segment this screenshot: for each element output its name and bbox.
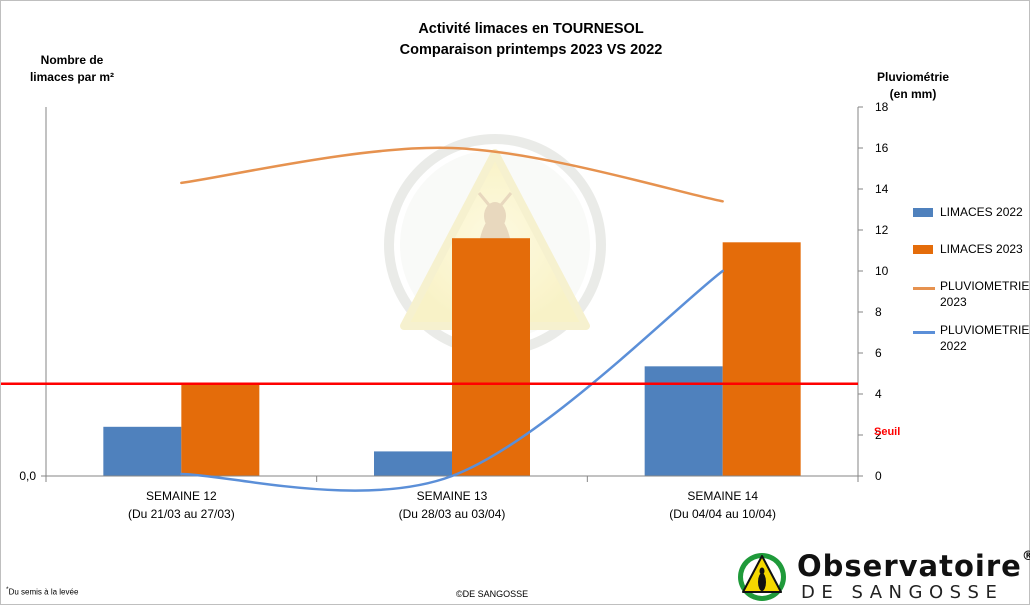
x-tick-label-dates: (Du 21/03 au 27/03) <box>128 507 235 521</box>
legend-swatch-limaces-2023 <box>913 245 933 254</box>
y-axis-right-tick-label: 12 <box>875 223 889 237</box>
chart-title: Activité limaces en TOURNESOL <box>418 21 644 37</box>
y-axis-right-label-line1: Pluviométrie <box>876 70 950 84</box>
legend-item-limaces-2022: LIMACES 2022 <box>913 204 1030 241</box>
logo-registered-mark: ® <box>1021 549 1030 564</box>
y-axis-right-tick-label: 14 <box>875 182 889 196</box>
legend-item-limaces-2023: LIMACES 2023 <box>913 241 1030 278</box>
logo-wordmark-text: Observatoire <box>797 549 1022 583</box>
bar-limaces-2023-2 <box>452 238 530 476</box>
legend-item-pluviometrie-2022: PLUVIOMETRIE 2022 <box>913 322 1030 359</box>
legend-swatch-limaces-2022 <box>913 208 933 217</box>
y-axis-right-tick-label: 0 <box>875 469 882 483</box>
legend-label-limaces-2023: LIMACES 2023 <box>940 242 1023 256</box>
x-tick-label-dates: (Du 04/04 au 10/04) <box>669 507 776 521</box>
bar-limaces-2022-2 <box>374 451 452 476</box>
y-axis-left-label: Nombre de limaces par m² <box>17 52 127 86</box>
footnote-text: Du semis à la levée <box>8 587 79 597</box>
legend-line-pluviometrie-2023 <box>913 287 935 290</box>
x-tick-label-week: SEMAINE 13 <box>417 489 488 503</box>
y-axis-left-label-line2: limaces par m² <box>29 70 115 84</box>
y-axis-right-tick-label: 4 <box>875 387 882 401</box>
logo-company-name: DE SANGOSSE <box>801 582 1004 603</box>
footnote: *Du semis à la levée <box>6 586 78 597</box>
chart-legend: LIMACES 2022 LIMACES 2023 PLUVIOMETRIE 2… <box>913 204 1030 359</box>
x-tick-label-dates: (Du 28/03 au 03/04) <box>399 507 506 521</box>
y-axis-right-tick-label: 8 <box>875 305 882 319</box>
observatoire-logo-icon <box>738 553 786 601</box>
logo-wordmark: Observatoire® <box>797 549 1030 583</box>
chart-title-block: Activité limaces en TOURNESOL Comparaiso… <box>301 19 761 61</box>
legend-label-pluviometrie-2022: PLUVIOMETRIE 2022 <box>940 323 1030 353</box>
legend-label-pluviometrie-2023: PLUVIOMETRIE 2023 <box>940 279 1030 309</box>
y-axis-right-label-line2: (en mm) <box>889 87 937 101</box>
y-axis-left-tick-label: 0,0 <box>19 469 36 483</box>
legend-item-pluviometrie-2023: PLUVIOMETRIE 2023 <box>913 278 1030 322</box>
legend-line-pluviometrie-2022 <box>913 331 935 334</box>
bar-limaces-2022-1 <box>103 426 182 476</box>
y-axis-right-tick-label: 16 <box>875 141 889 155</box>
bar-limaces-2023-3 <box>722 242 801 476</box>
y-axis-left-label-line1: Nombre de <box>40 53 104 67</box>
bar-limaces-2023-1 <box>181 383 260 476</box>
copyright: ©DE SANGOSSE <box>456 589 529 599</box>
footnote-mark: * <box>6 586 9 593</box>
line-pluviometrie-2022 <box>180 269 724 492</box>
y-axis-right-tick-label: 6 <box>875 346 882 360</box>
y-axis-right-tick-label: 10 <box>875 264 889 278</box>
x-tick-label-week: SEMAINE 14 <box>687 489 758 503</box>
legend-label-limaces-2022: LIMACES 2022 <box>940 205 1023 219</box>
chart-subtitle: Comparaison printemps 2023 VS 2022 <box>399 42 663 58</box>
y-axis-right-tick-label: 18 <box>875 100 889 114</box>
threshold-label: Seuil <box>874 426 901 438</box>
y-axis-right-label: Pluviométrie (en mm) <box>863 69 963 103</box>
line-pluviometrie-2023 <box>180 146 724 203</box>
y-axis-right-tick-label: 2 <box>875 428 882 442</box>
x-tick-label-week: SEMAINE 12 <box>146 489 217 503</box>
